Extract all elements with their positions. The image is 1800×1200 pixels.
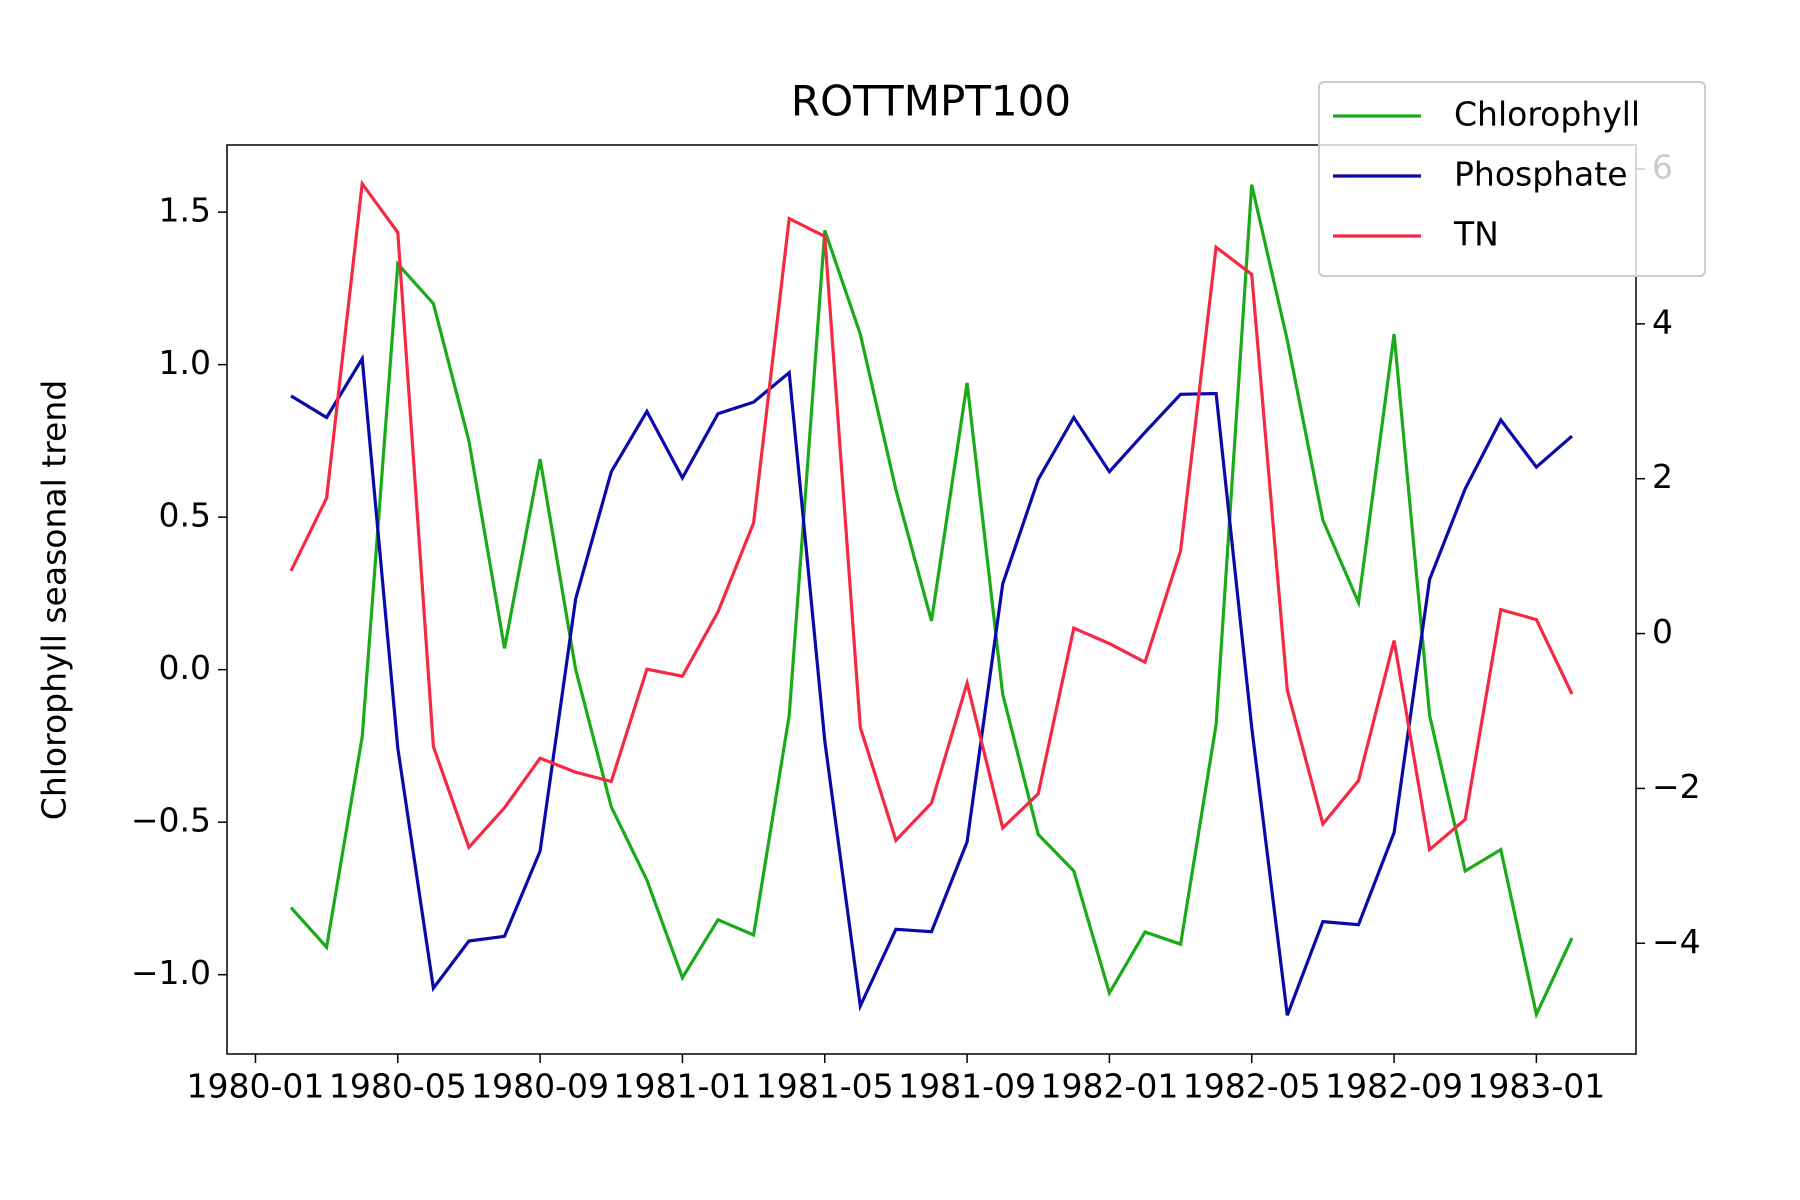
x-tick-label: 1982-05 [1183, 1067, 1321, 1106]
y-tick-label: 0.0 [159, 648, 211, 687]
y-tick-label: 0.5 [159, 496, 211, 535]
y2-tick-label: −2 [1652, 767, 1701, 806]
x-tick-label: 1982-09 [1325, 1067, 1463, 1106]
legend-box [1318, 81, 1706, 277]
y-tick-label: 1.0 [159, 343, 211, 382]
x-tick-label: 1980-05 [329, 1067, 467, 1106]
y2-tick-label: 4 [1652, 302, 1673, 341]
legend-label: TN [1453, 215, 1499, 254]
y2-tick-label: 2 [1652, 457, 1673, 496]
y-axis-label: Chlorophyll seasonal trend [35, 380, 74, 820]
y2-tick-label: −4 [1652, 922, 1701, 961]
series-line [289, 179, 1574, 853]
plot-frame [226, 144, 1637, 1055]
x-tick-label: 1982-01 [1040, 1067, 1178, 1106]
x-tick-label: 1980-01 [187, 1067, 325, 1106]
legend-label: Chlorophyll [1454, 95, 1640, 134]
y-tick-label: −0.5 [131, 801, 211, 840]
y-tick-label: 1.5 [159, 191, 211, 230]
x-tick-label: 1981-09 [898, 1067, 1036, 1106]
y-tick-label: −1.0 [131, 953, 211, 992]
x-tick-label: 1983-01 [1467, 1067, 1605, 1106]
series-line [289, 184, 1574, 1020]
series-line [290, 353, 1574, 1016]
legend-label: Phosphate [1454, 155, 1628, 194]
x-tick-label: 1981-05 [756, 1067, 894, 1106]
x-tick-label: 1981-01 [613, 1067, 751, 1106]
x-tick-label: 1980-09 [471, 1067, 609, 1106]
y2-tick-label: 0 [1652, 612, 1673, 651]
chart-title: ROTTMPT100 [791, 77, 1071, 126]
